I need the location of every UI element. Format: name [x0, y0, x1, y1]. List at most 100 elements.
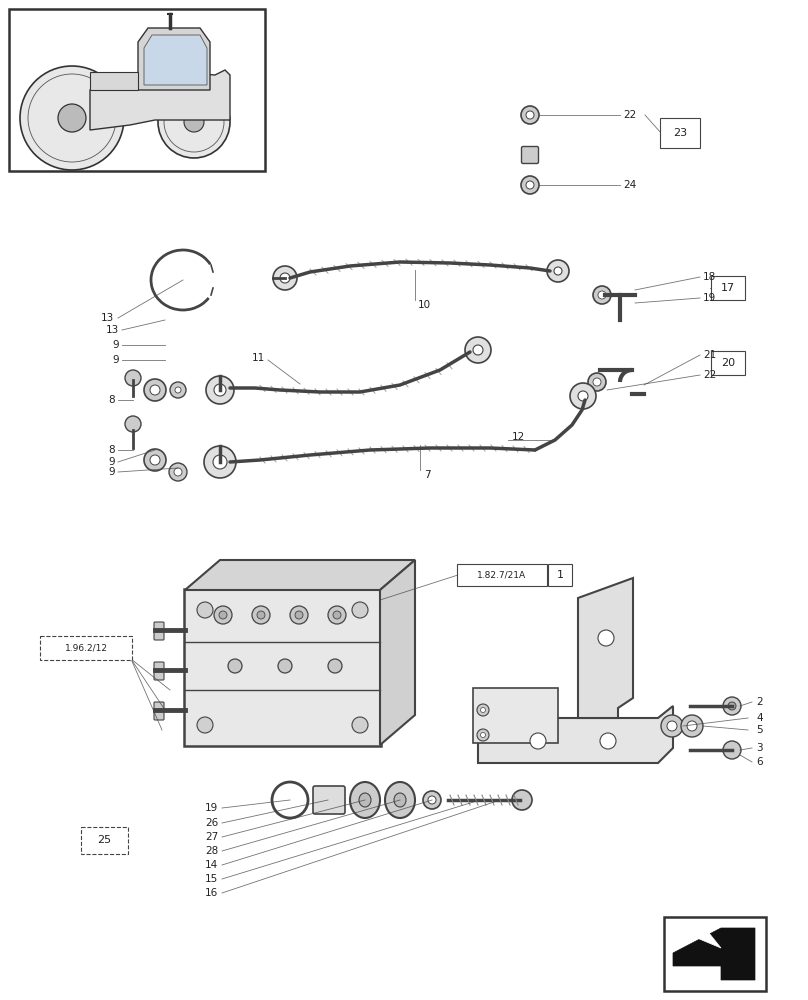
Text: 13: 13 — [101, 313, 114, 323]
Ellipse shape — [385, 782, 415, 818]
Text: 18: 18 — [703, 272, 716, 282]
Polygon shape — [90, 72, 138, 90]
Circle shape — [588, 373, 606, 391]
Circle shape — [526, 111, 534, 119]
Polygon shape — [90, 70, 230, 130]
Text: 9: 9 — [108, 467, 115, 477]
Text: 13: 13 — [106, 325, 119, 335]
Polygon shape — [144, 35, 207, 85]
Text: 23: 23 — [673, 128, 687, 138]
FancyBboxPatch shape — [664, 917, 766, 991]
Circle shape — [600, 733, 616, 749]
Circle shape — [125, 416, 141, 432]
Text: 2: 2 — [756, 697, 763, 707]
Circle shape — [328, 659, 342, 673]
Circle shape — [273, 266, 297, 290]
Circle shape — [687, 721, 697, 731]
Polygon shape — [138, 28, 210, 90]
Ellipse shape — [350, 782, 380, 818]
FancyBboxPatch shape — [313, 786, 345, 814]
Circle shape — [526, 181, 534, 189]
FancyBboxPatch shape — [711, 276, 745, 300]
Text: 21: 21 — [703, 350, 716, 360]
Circle shape — [170, 382, 186, 398]
Text: 22: 22 — [623, 110, 636, 120]
Text: 28: 28 — [204, 846, 218, 856]
Circle shape — [158, 86, 230, 158]
Text: 27: 27 — [204, 832, 218, 842]
Text: 8: 8 — [108, 445, 115, 455]
FancyBboxPatch shape — [521, 146, 538, 163]
FancyBboxPatch shape — [154, 622, 164, 640]
Circle shape — [423, 791, 441, 809]
Circle shape — [197, 717, 213, 733]
Text: 9: 9 — [112, 340, 119, 350]
Circle shape — [295, 611, 303, 619]
Text: 14: 14 — [204, 860, 218, 870]
Ellipse shape — [359, 793, 371, 807]
Text: 9: 9 — [112, 355, 119, 365]
Circle shape — [184, 112, 204, 132]
Circle shape — [257, 611, 265, 619]
Polygon shape — [380, 560, 415, 745]
Polygon shape — [473, 688, 558, 743]
Circle shape — [598, 630, 614, 646]
Circle shape — [175, 387, 181, 393]
Text: 7: 7 — [424, 470, 431, 480]
FancyBboxPatch shape — [40, 636, 132, 660]
Circle shape — [473, 345, 483, 355]
Circle shape — [219, 611, 227, 619]
Circle shape — [20, 66, 124, 170]
Circle shape — [333, 611, 341, 619]
Text: 19: 19 — [703, 293, 716, 303]
Circle shape — [547, 260, 569, 282]
FancyBboxPatch shape — [184, 589, 381, 746]
Circle shape — [728, 702, 736, 710]
Circle shape — [58, 104, 86, 132]
Circle shape — [150, 455, 160, 465]
Circle shape — [328, 606, 346, 624]
Text: 3: 3 — [756, 743, 763, 753]
Circle shape — [169, 463, 187, 481]
Text: 8: 8 — [108, 395, 115, 405]
Circle shape — [661, 715, 683, 737]
Text: 20: 20 — [721, 358, 735, 368]
Circle shape — [197, 602, 213, 618]
Circle shape — [278, 659, 292, 673]
Circle shape — [521, 176, 539, 194]
Polygon shape — [673, 928, 755, 980]
Circle shape — [512, 790, 532, 810]
FancyBboxPatch shape — [81, 826, 128, 854]
Circle shape — [570, 383, 596, 409]
Text: 25: 25 — [97, 835, 111, 845]
Circle shape — [593, 286, 611, 304]
FancyBboxPatch shape — [548, 564, 572, 586]
Circle shape — [352, 717, 368, 733]
Circle shape — [578, 391, 588, 401]
Circle shape — [213, 455, 227, 469]
FancyBboxPatch shape — [154, 702, 164, 720]
FancyBboxPatch shape — [457, 564, 547, 586]
Circle shape — [206, 376, 234, 404]
Circle shape — [477, 704, 489, 716]
Text: 1.96.2/12: 1.96.2/12 — [65, 644, 107, 652]
Circle shape — [667, 721, 677, 731]
Circle shape — [554, 267, 562, 275]
Circle shape — [228, 659, 242, 673]
Text: 16: 16 — [204, 888, 218, 898]
Text: 1: 1 — [557, 570, 563, 580]
Circle shape — [465, 337, 491, 363]
Text: 4: 4 — [756, 713, 763, 723]
Text: 22: 22 — [703, 370, 716, 380]
Circle shape — [481, 732, 486, 738]
Polygon shape — [478, 706, 673, 763]
Text: 1.82.7/21A: 1.82.7/21A — [478, 570, 527, 580]
FancyBboxPatch shape — [660, 118, 700, 148]
Circle shape — [144, 449, 166, 471]
Text: 15: 15 — [204, 874, 218, 884]
Circle shape — [521, 106, 539, 124]
FancyBboxPatch shape — [9, 9, 265, 171]
Circle shape — [681, 715, 703, 737]
Text: 11: 11 — [252, 353, 265, 363]
Text: 5: 5 — [756, 725, 763, 735]
